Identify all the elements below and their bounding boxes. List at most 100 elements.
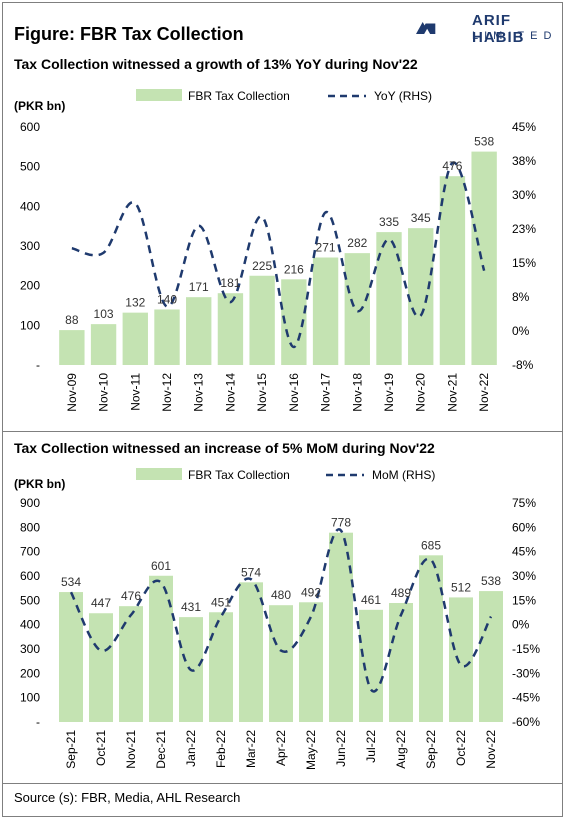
bar: [239, 582, 263, 722]
x-tick-label: Oct-22: [454, 730, 468, 766]
bar-value-label: 451: [211, 595, 231, 609]
bar-value-label: 216: [284, 262, 304, 276]
y2-tick-label: 23%: [512, 222, 536, 236]
bar: [89, 613, 113, 722]
x-tick-label: Nov-22: [477, 373, 491, 412]
bar: [439, 176, 466, 365]
bar-value-label: 574: [241, 565, 261, 579]
chart2: FBR Tax Collection MoM (RHS) (PKR bn) 900 80…: [14, 468, 540, 770]
bar: [154, 309, 180, 365]
y-tick-label: 500: [20, 593, 40, 607]
x-tick-label: Nov-22: [484, 730, 498, 769]
x-tick-label: Jul-22: [364, 730, 378, 763]
bar: [59, 330, 85, 365]
bar: [419, 555, 443, 722]
bar: [471, 151, 497, 365]
y2-tick-label: 38%: [512, 154, 536, 168]
legend-bar-label: FBR Tax Collection: [188, 89, 290, 103]
bar-value-label: 476: [442, 159, 462, 173]
x-tick-label: Nov-11: [128, 373, 142, 411]
bar: [186, 297, 212, 365]
y-tick-label: 700: [20, 545, 40, 559]
y2-tick-label: 15%: [512, 593, 536, 607]
legend-line-label: MoM (RHS): [372, 468, 435, 482]
bar-value-label: 447: [91, 596, 111, 610]
source-note: Source (s): FBR, Media, AHL Research: [14, 790, 241, 805]
x-tick-label: Nov-21: [445, 373, 459, 412]
bar: [149, 575, 173, 722]
y2-tick-label: 15%: [512, 256, 536, 270]
logo-line1: ARIF HABIB: [472, 12, 525, 46]
figure-title: Figure: FBR Tax Collection: [14, 24, 244, 44]
y-axis-title: (PKR bn): [14, 477, 65, 491]
y-tick-label: 300: [20, 239, 40, 253]
bar: [249, 275, 275, 365]
y2-tick-label: 0%: [512, 324, 530, 338]
bar-value-label: 489: [391, 586, 411, 600]
bar-value-label: 225: [252, 259, 272, 273]
bar: [344, 253, 370, 365]
bar: [449, 597, 473, 722]
bar-value-label: 282: [347, 236, 367, 250]
y2-tick-label: -8%: [512, 358, 534, 372]
bar: [217, 293, 244, 365]
x-tick-label: Apr-22: [274, 730, 288, 766]
x-tick-label: Nov-18: [350, 373, 364, 412]
bar-value-label: 512: [451, 580, 471, 594]
bar: [408, 228, 434, 365]
bar-value-label: 601: [151, 559, 171, 573]
x-tick-label: Nov-17: [319, 373, 333, 412]
x-tick-label: Jan-22: [184, 730, 198, 767]
y-tick-label: 800: [20, 520, 40, 534]
x-tick-label: Nov-20: [414, 373, 428, 412]
y2-tick-label: -30%: [512, 666, 540, 680]
bar-value-label: 461: [361, 593, 381, 607]
y2-tick-label: 0%: [512, 618, 530, 632]
y2-tick-label: 8%: [512, 290, 530, 304]
y-tick-label: -: [36, 715, 40, 729]
bar: [209, 612, 233, 722]
bar: [269, 605, 293, 722]
bar: [90, 324, 117, 365]
bar-value-label: 431: [181, 600, 201, 614]
bar-value-label: 335: [379, 215, 399, 229]
y2-tick-label: 30%: [512, 188, 536, 202]
y-tick-label: 400: [20, 199, 40, 213]
source-divider: [3, 783, 562, 784]
y2-tick-label: -60%: [512, 715, 540, 729]
y-tick-label: 100: [20, 691, 40, 705]
bar-value-label: 345: [411, 211, 431, 225]
bar-value-label: 492: [301, 585, 321, 599]
y2-tick-label: 45%: [512, 120, 536, 134]
bar-value-label: 778: [331, 516, 351, 530]
x-tick-label: Dec-21: [154, 730, 168, 769]
x-tick-label: Feb-22: [214, 730, 228, 768]
x-tick-label: Nov-14: [223, 373, 237, 412]
x-tick-label: Oct-21: [94, 730, 108, 766]
bar: [389, 603, 413, 722]
chart1-title: Tax Collection witnessed a growth of 13%…: [14, 56, 418, 72]
x-tick-label: Nov-10: [97, 373, 111, 412]
y2-tick-label: 75%: [512, 496, 536, 510]
bar: [329, 532, 353, 722]
y-tick-label: 200: [20, 279, 40, 293]
y2-tick-label: 45%: [512, 545, 536, 559]
x-tick-label: May-22: [304, 730, 318, 770]
x-tick-label: Nov-15: [255, 373, 269, 412]
y2-tick-label: 30%: [512, 569, 536, 583]
x-tick-label: Jun-22: [334, 730, 348, 767]
x-tick-label: Mar-22: [244, 730, 258, 768]
bar-value-label: 476: [121, 589, 141, 603]
bar-value-label: 271: [316, 241, 336, 255]
y-tick-label: 400: [20, 618, 40, 632]
x-tick-label: Nov-16: [287, 373, 301, 412]
y-axis-title: (PKR bn): [14, 99, 65, 113]
bar: [479, 591, 503, 722]
bar-value-label: 534: [61, 575, 81, 589]
chart2-title: Tax Collection witnessed an increase of …: [14, 440, 435, 456]
y-tick-label: 500: [20, 160, 40, 174]
x-tick-label: Aug-22: [394, 730, 408, 769]
y-tick-label: 600: [20, 120, 40, 134]
x-tick-label: Nov-19: [382, 373, 396, 412]
